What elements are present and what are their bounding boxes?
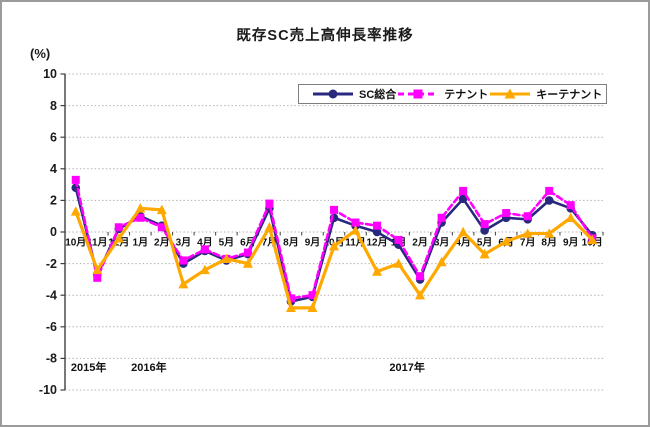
series-2-marker [544,228,555,238]
x-axis-month-label: 3月 [176,237,192,249]
series-2-marker [501,236,512,246]
series-2-marker [350,225,361,235]
x-axis-month-label: 12月 [366,237,387,249]
x-axis-month-label: 9月 [563,237,579,249]
series-2-marker [329,241,339,251]
series-1-marker [157,223,166,232]
series-2-marker [393,258,404,268]
x-axis-year-label: 2017年 [389,360,424,374]
legend-line-circle-icon [313,89,353,99]
series-2-marker [242,258,253,268]
series-1-marker [373,221,382,230]
series-0-marker [372,227,382,237]
x-axis-month-label: 2月 [154,237,170,249]
x-axis-month-label: 3月 [434,237,450,249]
series-1-marker [136,213,145,222]
x-axis-month-label: 2月 [412,237,428,249]
x-axis-month-label: 10月 [65,237,86,249]
series-1-marker [351,218,360,227]
y-axis-tick-label: 6 [50,130,57,144]
series-1-marker [437,213,446,222]
series-0-marker [544,196,554,205]
legend-dashed-square-icon [398,89,439,99]
series-2-marker [522,228,533,238]
chart-title: 既存SC売上高伸長率推移 [236,28,414,44]
x-axis-month-label: 9月 [305,237,321,249]
y-axis-unit-label: (%) [30,46,51,61]
series-1-marker [200,245,209,254]
x-axis-month-label: 8月 [283,237,299,249]
series-2-marker [372,266,383,276]
series-2-marker [285,302,296,313]
series-1-marker [394,235,403,244]
series-1-marker [243,248,252,257]
series-1-marker [286,294,295,303]
y-axis-tick-label: -4 [46,288,57,302]
series-1-marker [265,199,274,208]
y-axis-tick-label: 2 [50,194,57,208]
series-1-marker [93,273,102,282]
legend-label-sc-sogo: SC総合 [359,89,397,101]
y-axis-tick-label: 10 [43,67,57,81]
series-1-marker [502,209,511,218]
y-axis-tick-label: -6 [46,320,57,334]
series-1-marker [179,256,188,265]
series-2-marker [113,233,124,243]
legend-item-key-tenant: キーテナント [488,86,602,102]
series-2-marker [156,204,167,215]
x-axis-year-label: 2016年 [131,360,166,374]
series-0-marker [480,226,489,235]
series-2-marker [307,302,318,313]
x-axis-month-label: 1月 [133,237,149,249]
y-axis-tick-label: 8 [50,99,57,113]
y-axis-tick-label: -2 [46,257,57,271]
series-2-marker [135,203,146,213]
series-2-marker [70,206,81,216]
legend-item-sc-sogo: SC総合 [311,86,396,102]
series-2-marker [178,278,189,289]
x-axis-month-label: 8月 [541,237,557,249]
series-2-marker [92,264,103,275]
x-axis-month-label: 11月 [87,237,108,249]
series-2-marker [264,222,275,232]
series-2-marker [436,256,447,267]
series-2-marker [221,253,232,264]
series-1-marker [114,223,123,232]
series-0-marker [458,194,468,204]
series-2-marker [479,248,490,259]
series-2-marker [587,234,598,245]
series-1-marker [330,205,338,214]
x-axis-month-label: 5月 [219,237,235,249]
series-1-marker [71,175,80,184]
legend-line-triangle-icon [490,88,531,99]
legend-item-tenant: テナント [396,86,488,102]
legend-label-tenant: テナント [444,89,489,101]
series-1-marker [480,220,489,229]
series-1-marker [308,291,317,300]
series-1-marker [523,212,532,221]
series-2-marker [565,212,576,222]
series-1-marker [416,272,425,281]
series-1-marker [566,201,575,210]
y-axis-tick-label: -10 [39,383,57,397]
series-1-marker [545,186,554,195]
x-axis-month-label: 5月 [477,237,493,249]
series-2-marker [199,264,210,275]
series-2-marker [458,226,469,237]
x-axis-year-label: 2015年 [71,360,106,374]
legend-label-key-tenant: キーテナント [536,89,603,101]
series-2-marker [415,290,426,300]
x-axis-month-label: 7月 [520,237,536,249]
legend: SC総合 テナント キーテナント [298,84,607,104]
y-axis-tick-label: -8 [46,352,57,366]
series-1-marker [459,186,468,195]
y-axis-tick-label: 0 [50,225,57,239]
y-axis-tick-label: 4 [50,162,57,176]
